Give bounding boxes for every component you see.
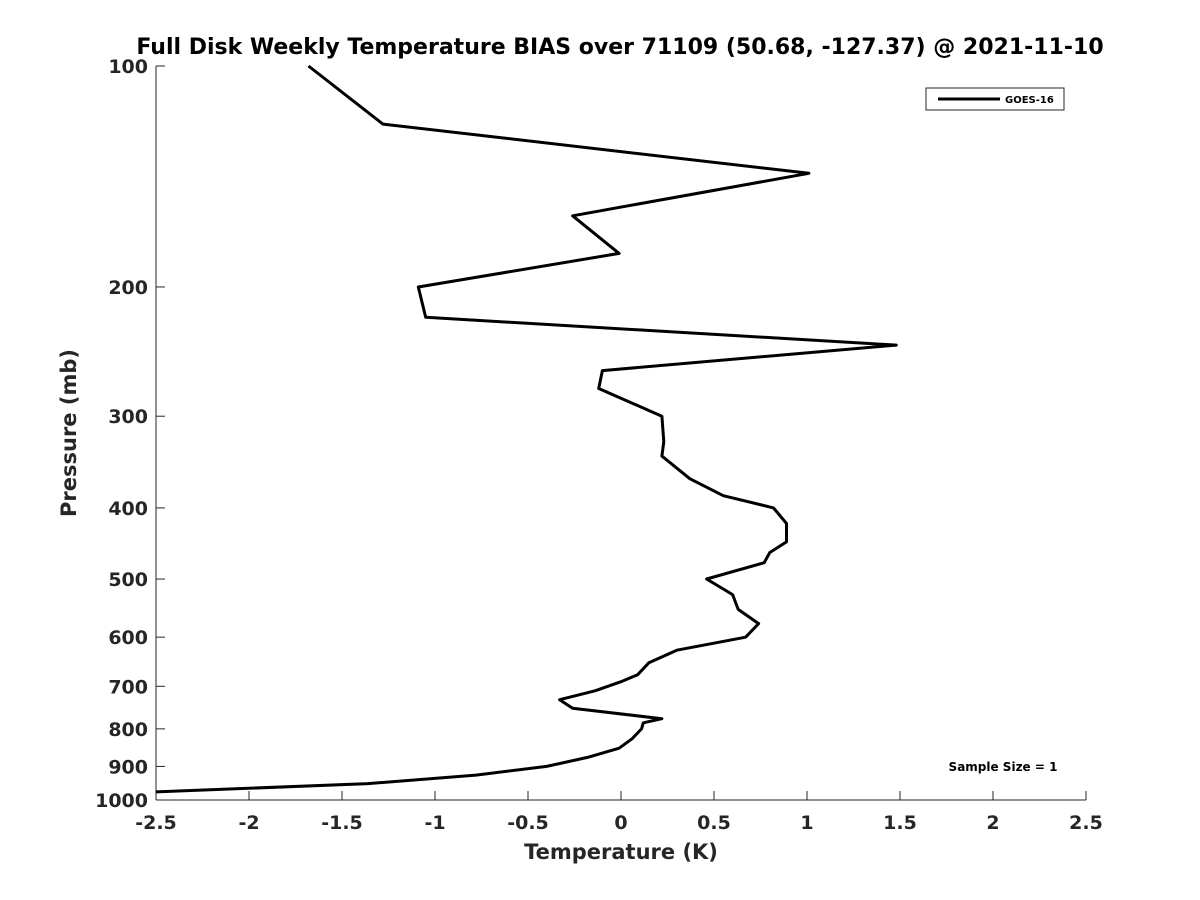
- y-tick-label: 400: [108, 498, 148, 520]
- y-tick-label: 300: [108, 406, 148, 428]
- x-tick-label: 0: [614, 812, 627, 834]
- y-tick-label: 900: [108, 756, 148, 778]
- legend: GOES-16: [925, 87, 1065, 111]
- x-tick-label: 2: [986, 812, 999, 834]
- y-tick-label: 600: [108, 627, 148, 649]
- y-tick-label: 200: [108, 277, 148, 299]
- x-tick-label: 1.5: [883, 812, 917, 834]
- y-tick-label: 800: [108, 719, 148, 741]
- y-axis-label: Pressure (mb): [57, 349, 81, 517]
- x-ticks: -2.5 -2 -1.5 -1 -0.5 0 0.5 1 1.5 2 2.5: [135, 791, 1103, 834]
- y-tick-label: 100: [108, 56, 148, 78]
- y-tick-label: 500: [108, 569, 148, 591]
- sample-size-annotation: Sample Size = 1: [949, 760, 1058, 774]
- y-ticks: 100 200 300 400 500 600 700 800 900 1000: [95, 56, 165, 812]
- y-tick-label: 1000: [95, 790, 148, 812]
- x-tick-label: -1: [424, 812, 445, 834]
- x-tick-label: -2: [238, 812, 259, 834]
- x-tick-label: -0.5: [507, 812, 549, 834]
- x-tick-label: 2.5: [1069, 812, 1103, 834]
- x-tick-label: 0.5: [697, 812, 731, 834]
- x-tick-label: -1.5: [321, 812, 363, 834]
- x-tick-label: 1: [800, 812, 813, 834]
- y-tick-label: 700: [108, 676, 148, 698]
- legend-label: GOES-16: [1005, 95, 1054, 106]
- chart-title: Full Disk Weekly Temperature BIAS over 7…: [136, 35, 1103, 60]
- x-tick-label: -2.5: [135, 812, 177, 834]
- x-axis-label: Temperature (K): [524, 840, 718, 864]
- series-line-goes16: [155, 64, 898, 794]
